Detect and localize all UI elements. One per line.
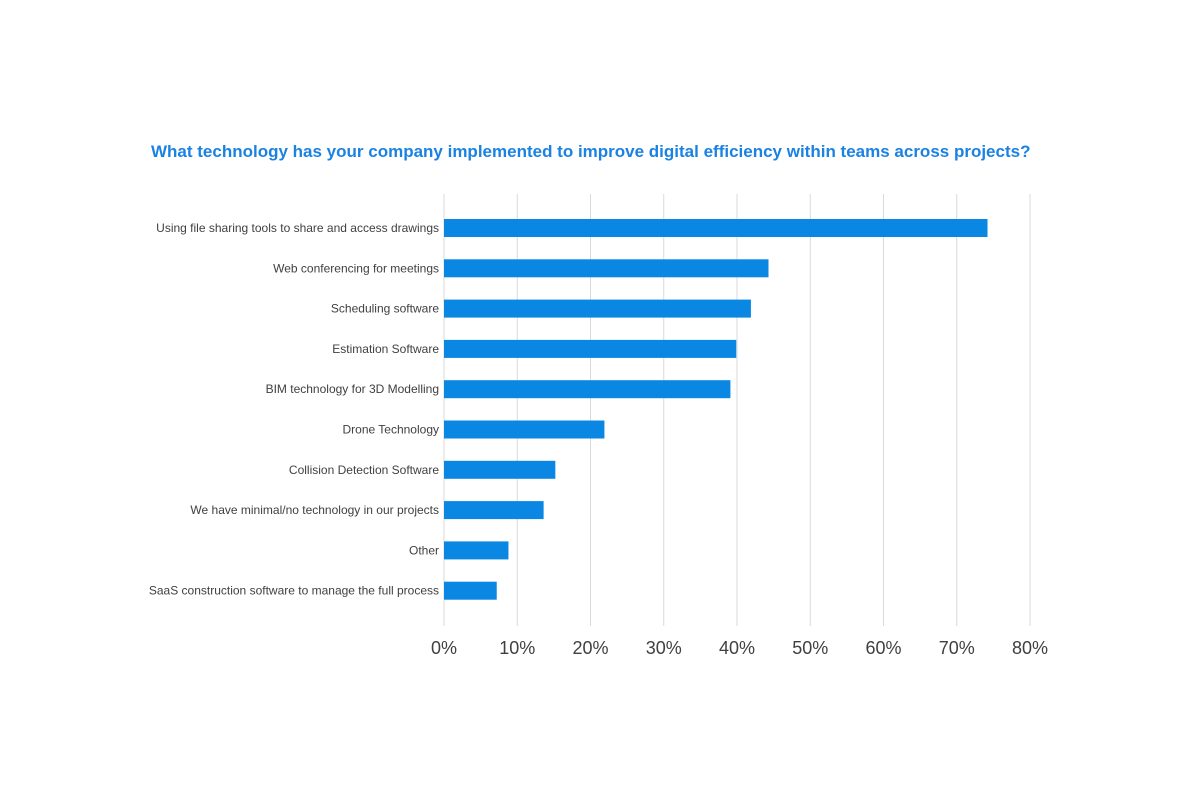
- x-tick-label: 0%: [431, 638, 457, 658]
- category-labels: Using file sharing tools to share and ac…: [149, 221, 439, 598]
- category-label: Web conferencing for meetings: [273, 261, 439, 275]
- bar: [444, 541, 509, 560]
- category-label: Scheduling software: [331, 302, 439, 316]
- bar: [444, 339, 737, 358]
- category-label: SaaS construction software to manage the…: [149, 584, 439, 598]
- category-label: Other: [409, 543, 439, 557]
- bar: [444, 460, 556, 479]
- bar: [444, 581, 497, 600]
- x-tick-label: 10%: [499, 638, 535, 658]
- bars: [444, 219, 988, 600]
- category-label: BIM technology for 3D Modelling: [266, 382, 439, 396]
- category-label: We have minimal/no technology in our pro…: [190, 503, 439, 517]
- category-label: Collision Detection Software: [289, 463, 439, 477]
- category-label: Using file sharing tools to share and ac…: [156, 221, 439, 235]
- x-tick-label: 40%: [719, 638, 755, 658]
- x-tick-label: 70%: [939, 638, 975, 658]
- gridlines: [443, 194, 1031, 626]
- bar: [444, 501, 544, 520]
- x-tick-label: 60%: [865, 638, 901, 658]
- x-tick-label: 50%: [792, 638, 828, 658]
- bar: [444, 299, 751, 318]
- x-tick-label: 30%: [646, 638, 682, 658]
- x-tick-label: 80%: [1012, 638, 1048, 658]
- category-label: Drone Technology: [342, 423, 439, 437]
- category-label: Estimation Software: [332, 342, 439, 356]
- bar: [444, 420, 605, 439]
- x-tick-label: 20%: [572, 638, 608, 658]
- bar: [444, 259, 769, 278]
- bar: [444, 380, 731, 399]
- bar: [444, 219, 988, 237]
- chart-title: What technology has your company impleme…: [151, 142, 1031, 161]
- x-axis-tick-labels: 0% 10% 20% 30% 40% 50% 60% 70% 80%: [431, 638, 1048, 658]
